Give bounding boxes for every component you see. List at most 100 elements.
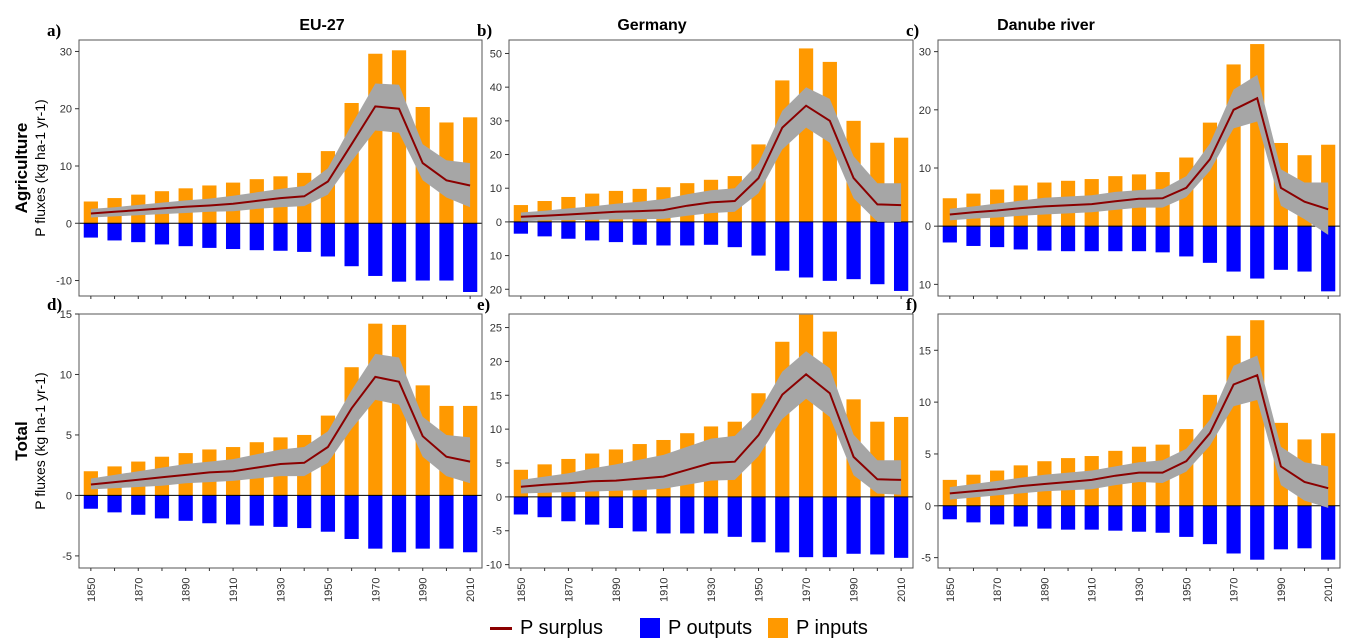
input-bar [83, 471, 98, 496]
input-bar [83, 201, 98, 224]
x-tick-label: 1930 [1134, 578, 1146, 602]
output-bar [1179, 505, 1194, 537]
output-bar [703, 221, 719, 245]
legend: P surplus P outputs P inputs [490, 617, 910, 639]
row-label-axis: P fluxes (kg ha-1 yr-1) [32, 372, 48, 509]
legend-swatch-outputs [640, 618, 660, 638]
output-bar [1226, 505, 1241, 554]
output-bar [990, 226, 1005, 248]
x-tick-label: 1870 [992, 578, 1004, 602]
y-tick-label: 20 [919, 105, 931, 117]
output-bar [439, 223, 454, 281]
x-tick-label: 1930 [276, 578, 288, 602]
y-tick-label: 30 [490, 116, 502, 128]
output-bar [202, 495, 217, 524]
output-bar [775, 496, 790, 553]
output-bar [344, 495, 359, 539]
output-bar [1250, 505, 1265, 560]
output-bar [202, 223, 217, 248]
output-bar [585, 221, 600, 241]
x-tick-label: 1850 [86, 578, 98, 602]
y-tick-label: 10 [60, 369, 72, 381]
y-tick-label: 5 [496, 458, 502, 470]
y-tick-label: 15 [919, 345, 931, 357]
output-bar [1155, 505, 1170, 533]
x-tick-label: 1850 [516, 578, 528, 602]
y-tick-label: 10 [490, 183, 502, 195]
row-label-bold: Total [12, 421, 31, 460]
row-label-axis: P fluxes (kg ha-1 yr-1) [32, 99, 48, 236]
output-bar [368, 495, 383, 549]
y-tick-label: 30 [60, 46, 72, 58]
output-bar [608, 496, 624, 529]
legend-item-outputs: P outputs [640, 617, 752, 639]
surplus-line [949, 96, 1329, 216]
surplus-uncertainty-band [520, 351, 902, 495]
y-tick-label: 50 [490, 48, 502, 60]
output-bar [870, 496, 885, 555]
legend-item-inputs: P inputs [768, 617, 868, 639]
output-bar [1321, 505, 1336, 560]
output-bar [822, 496, 837, 558]
y-tick-label: 10 [60, 161, 72, 173]
output-bar [893, 221, 909, 291]
y-tick-label: 10 [919, 163, 931, 175]
output-bar [608, 221, 624, 243]
output-bar [870, 221, 885, 285]
output-bar [632, 221, 647, 245]
output-bar [178, 495, 193, 521]
y-tick-label: 20 [60, 104, 72, 116]
output-bar [131, 223, 146, 243]
output-bar [798, 221, 814, 278]
output-bar [83, 495, 98, 509]
output-bar [703, 496, 719, 534]
output-bar [1060, 226, 1076, 252]
output-bar [1013, 505, 1028, 527]
y-tick-label: 30 [919, 47, 931, 59]
x-tick-label: 1970 [801, 578, 813, 602]
y-tick-label: 10 [919, 279, 931, 291]
output-bar [320, 223, 336, 257]
output-bar [154, 495, 170, 519]
surplus-line [520, 104, 902, 218]
legend-swatch-surplus [490, 626, 512, 630]
surplus-line [949, 373, 1329, 495]
output-bar [1131, 505, 1147, 532]
output-bar [942, 505, 957, 520]
x-tick-label: 1930 [706, 578, 718, 602]
y-tick-label: -10 [486, 560, 502, 572]
output-bar [225, 495, 241, 525]
column-title: Germany [617, 17, 686, 34]
x-tick-label: 1890 [1039, 578, 1051, 602]
y-tick-label: 10 [490, 251, 502, 263]
y-tick-label: 0 [496, 492, 502, 504]
surplus-line [520, 373, 902, 488]
legend-swatch-inputs [768, 618, 788, 638]
legend-label-surplus: P surplus [520, 616, 604, 639]
output-bar [798, 496, 814, 558]
legend-item-surplus: P surplus [490, 617, 603, 639]
y-tick-label: 15 [60, 309, 72, 321]
output-bar [1297, 505, 1312, 549]
x-tick-label: 1970 [1229, 578, 1241, 602]
x-tick-label: 1990 [1276, 578, 1288, 602]
y-tick-label: 0 [66, 218, 72, 230]
output-bar [415, 495, 430, 549]
output-bar [537, 496, 552, 518]
y-tick-label: 0 [66, 490, 72, 502]
output-bar [1037, 505, 1052, 529]
y-tick-label: 0 [496, 217, 502, 229]
output-bar [561, 496, 576, 522]
output-bar [846, 496, 861, 554]
y-tick-label: 0 [925, 501, 931, 513]
output-bar [391, 495, 407, 553]
input-bar [368, 323, 383, 496]
surplus-line [90, 105, 471, 215]
output-bar [822, 221, 837, 281]
output-bar [1084, 226, 1099, 252]
output-bar [513, 221, 529, 234]
surplus-line [90, 375, 471, 486]
output-bar [178, 223, 193, 247]
output-bar [1226, 226, 1241, 272]
column-title: EU-27 [299, 17, 344, 34]
